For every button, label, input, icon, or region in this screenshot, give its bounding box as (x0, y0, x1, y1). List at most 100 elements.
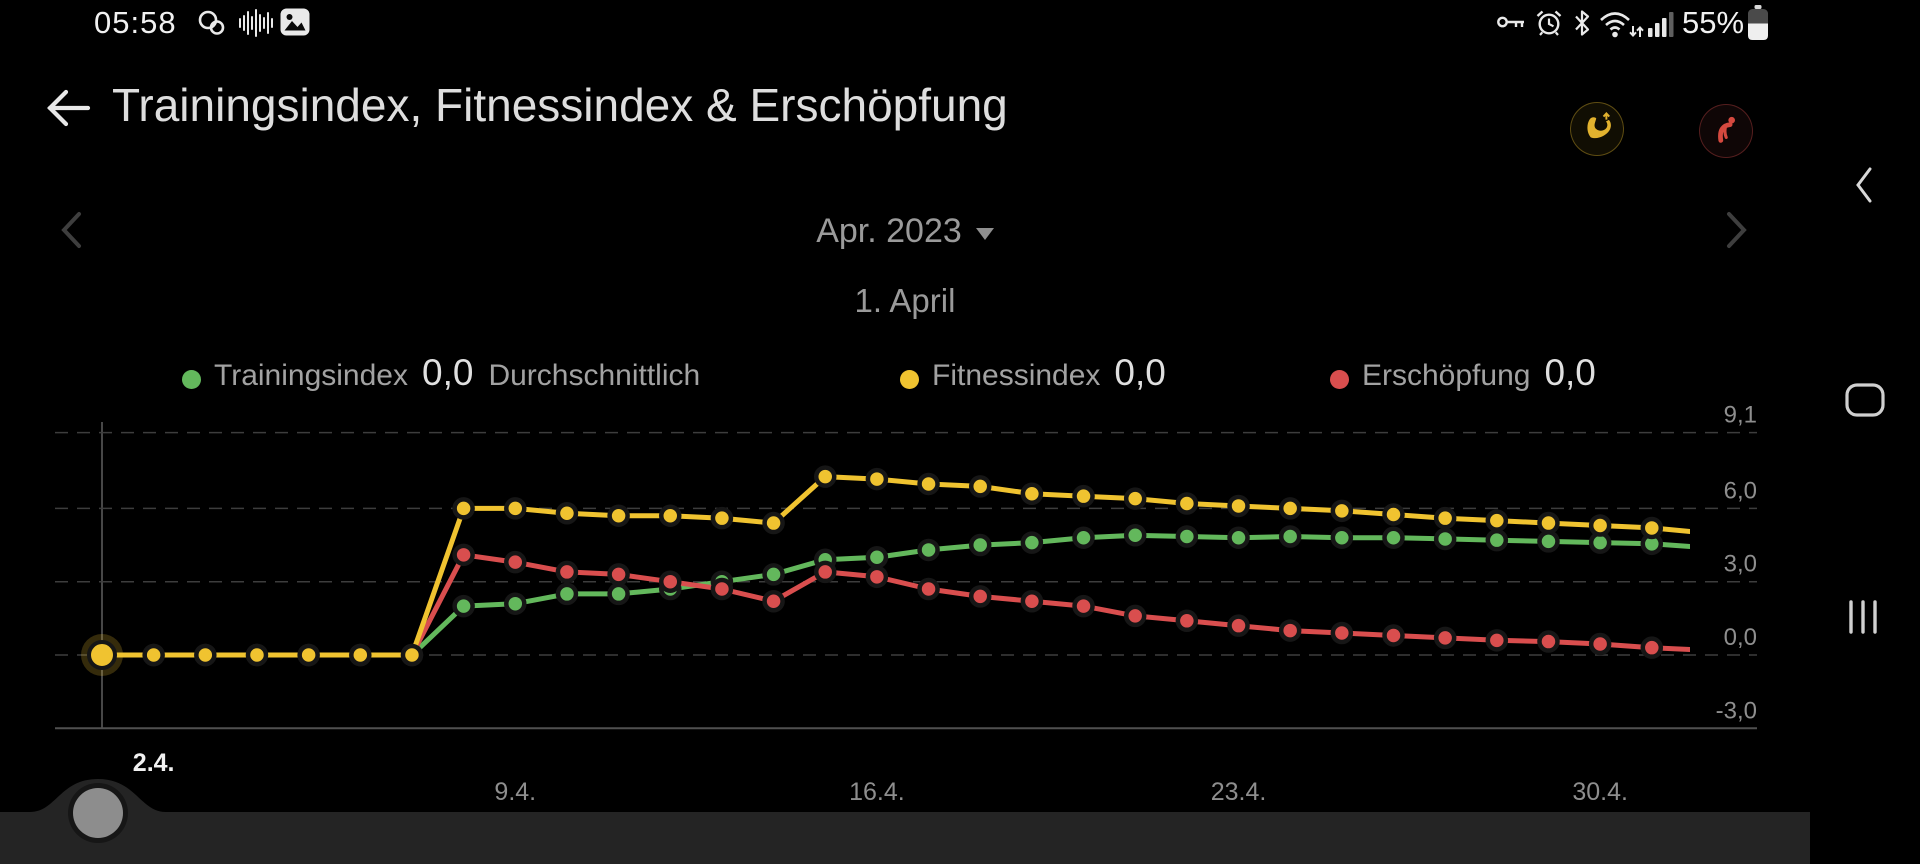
data-point[interactable] (1537, 530, 1560, 553)
data-point[interactable] (762, 511, 785, 535)
data-point[interactable] (1537, 630, 1560, 653)
data-point[interactable] (1123, 604, 1147, 628)
data-point[interactable] (194, 643, 217, 667)
data-point[interactable] (555, 560, 579, 584)
chart[interactable]: 9,1 6,0 3,0 0,0 -3,0 2.4. 9.4. 16.4. 23.4. 30.4. (0, 340, 1920, 810)
month-selector[interactable]: Apr. 2023 (0, 212, 1810, 251)
data-point[interactable] (1123, 487, 1147, 510)
data-point[interactable] (1588, 632, 1612, 656)
photo-icon (280, 8, 310, 41)
nav-home-button[interactable] (1845, 383, 1885, 422)
data-point[interactable] (1382, 526, 1405, 549)
data-point[interactable] (1020, 482, 1044, 505)
data-point[interactable] (1433, 626, 1457, 650)
legend-value: 0,0 (1544, 352, 1596, 393)
data-point[interactable] (1382, 624, 1405, 647)
data-point[interactable] (1694, 641, 1712, 659)
data-point[interactable] (504, 550, 527, 574)
data-point[interactable] (504, 592, 527, 615)
data-point[interactable] (1330, 621, 1354, 645)
data-point[interactable] (659, 570, 682, 593)
legend-value: 0,0 (1114, 352, 1166, 393)
data-point[interactable] (607, 563, 630, 586)
data-point[interactable] (452, 543, 475, 567)
data-point[interactable] (1640, 516, 1664, 540)
data-point[interactable] (555, 502, 579, 525)
data-point[interactable] (917, 538, 940, 562)
data-point[interactable] (762, 589, 785, 613)
legend-label: Fitnessindex (932, 359, 1101, 392)
data-point[interactable] (1227, 614, 1250, 637)
status-time: 05:58 (94, 5, 177, 40)
data-point[interactable] (142, 643, 165, 667)
data-point[interactable] (710, 577, 734, 601)
selected-day-label: 1. April (854, 282, 956, 319)
data-point[interactable] (400, 643, 424, 667)
data-point[interactable] (1485, 629, 1509, 652)
data-point[interactable] (1433, 527, 1457, 551)
data-point[interactable] (917, 472, 940, 496)
data-point[interactable] (813, 465, 837, 488)
data-point[interactable] (1694, 538, 1712, 556)
data-point[interactable] (452, 594, 475, 618)
data-point[interactable] (1123, 524, 1147, 547)
nav-back-button[interactable] (1854, 166, 1874, 209)
data-point[interactable] (1278, 619, 1302, 642)
selected-data-point[interactable] (87, 640, 117, 670)
data-point[interactable] (762, 563, 785, 586)
data-point[interactable] (813, 560, 837, 584)
data-point[interactable] (1278, 525, 1302, 548)
legend-suffix: Durchschnittlich (488, 359, 701, 392)
data-point[interactable] (1537, 511, 1560, 535)
data-point[interactable] (1072, 594, 1095, 618)
data-point[interactable] (1072, 526, 1095, 549)
prev-month-button[interactable] (58, 210, 84, 250)
data-point[interactable] (1227, 494, 1250, 518)
data-point[interactable] (1227, 526, 1250, 549)
y-tick-label: 3,0 (1724, 551, 1757, 578)
data-point[interactable] (504, 497, 527, 520)
data-point[interactable] (1020, 531, 1044, 554)
x-tick-label: 9.4. (494, 778, 536, 806)
page-title: Trainingsindex, Fitnessindex & Erschöpfu… (112, 79, 1008, 131)
data-point[interactable] (1330, 526, 1354, 549)
data-point[interactable] (1485, 509, 1509, 532)
data-point[interactable] (865, 546, 889, 569)
data-point[interactable] (1382, 503, 1405, 526)
exhaustion-button[interactable] (1699, 104, 1753, 158)
data-point[interactable] (1433, 506, 1457, 530)
data-point[interactable] (865, 565, 889, 589)
data-point[interactable] (1588, 514, 1612, 537)
data-point[interactable] (917, 577, 940, 601)
data-point[interactable] (865, 467, 889, 491)
data-point[interactable] (1278, 497, 1302, 520)
data-point[interactable] (349, 643, 372, 667)
data-point[interactable] (968, 533, 992, 557)
data-point[interactable] (1020, 589, 1044, 613)
next-month-button[interactable] (1724, 210, 1750, 250)
data-point[interactable] (968, 475, 992, 498)
data-point[interactable] (1694, 524, 1712, 542)
fitness-muscle-button[interactable] (1570, 102, 1624, 156)
data-point[interactable] (710, 506, 734, 530)
nav-recents-button[interactable] (1847, 600, 1879, 639)
data-point[interactable] (1175, 492, 1199, 515)
series-line-fitnessindex (102, 474, 1690, 658)
data-point[interactable] (452, 497, 475, 520)
data-point[interactable] (297, 643, 320, 667)
data-point[interactable] (245, 643, 269, 667)
data-point[interactable] (607, 504, 630, 527)
back-button[interactable] (42, 82, 94, 134)
data-point[interactable] (1175, 609, 1199, 633)
data-point[interactable] (659, 504, 682, 527)
data-point[interactable] (1330, 499, 1354, 523)
data-point[interactable] (607, 582, 630, 606)
data-point[interactable] (1072, 484, 1095, 508)
data-point[interactable] (1485, 528, 1509, 552)
data-point[interactable] (555, 582, 579, 606)
data-point[interactable] (1175, 525, 1199, 548)
data-point[interactable] (968, 585, 992, 608)
sheet-drag-handle[interactable] (73, 788, 123, 838)
data-point[interactable] (1640, 636, 1664, 659)
legend-value: 0,0 (422, 352, 474, 393)
